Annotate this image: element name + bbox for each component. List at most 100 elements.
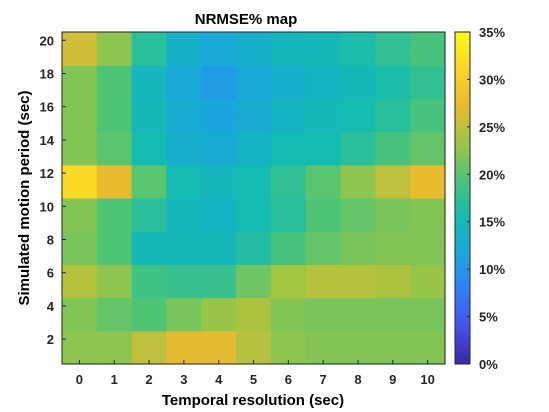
heatmap-cell: [305, 48, 342, 66]
heatmap-cell: [131, 148, 168, 166]
x-tick-label: 3: [180, 372, 187, 387]
heatmap-cell: [236, 32, 272, 50]
heatmap-cell: [166, 214, 202, 232]
heatmap-cells: [62, 32, 446, 365]
heatmap-cell: [270, 347, 307, 365]
x-tick-label: 1: [111, 372, 118, 387]
heatmap-cell: [270, 131, 307, 149]
heatmap-cell: [201, 347, 237, 365]
heatmap-cell: [340, 164, 376, 182]
heatmap-cell: [375, 32, 411, 50]
heatmap-cell: [201, 32, 237, 50]
heatmap-cell: [375, 131, 411, 149]
heatmap-cell: [96, 264, 133, 282]
heatmap-cell: [131, 264, 168, 282]
y-tick-label: 20: [40, 33, 54, 48]
heatmap-cell: [201, 148, 237, 166]
heatmap-cell: [96, 214, 133, 232]
x-tick-label: 4: [215, 372, 223, 387]
heatmap-cell: [305, 198, 342, 216]
heatmap-cell: [131, 247, 168, 265]
heatmap-cell: [410, 148, 446, 166]
colorbar-tick-label: 0%: [479, 357, 498, 372]
heatmap-cell: [410, 347, 446, 365]
heatmap-cell: [410, 131, 446, 149]
heatmap-cell: [62, 148, 98, 166]
heatmap-cell: [166, 264, 202, 282]
heatmap-cell: [201, 65, 237, 83]
heatmap-cell: [236, 131, 272, 149]
heatmap-cell: [62, 247, 98, 265]
heatmap-cell: [131, 231, 168, 249]
heatmap-cell: [410, 65, 446, 83]
heatmap-cell: [305, 131, 342, 149]
heatmap-cell: [270, 198, 307, 216]
heatmap-cell: [166, 347, 202, 365]
y-tick-label: 6: [47, 266, 54, 281]
heatmap-cell: [201, 198, 237, 216]
heatmap-cell: [62, 131, 98, 149]
heatmap-cell: [270, 181, 307, 199]
heatmap-cell: [131, 330, 168, 348]
heatmap-cell: [270, 231, 307, 249]
heatmap-cell: [96, 32, 133, 50]
heatmap-cell: [201, 131, 237, 149]
heatmap-cell: [131, 32, 168, 50]
heatmap-cell: [131, 131, 168, 149]
y-tick-label: 4: [47, 299, 55, 314]
heatmap-cell: [305, 32, 342, 50]
heatmap-cell: [375, 198, 411, 216]
heatmap-cell: [340, 297, 376, 315]
heatmap-cell: [166, 198, 202, 216]
heatmap-cell: [62, 81, 98, 99]
heatmap-cell: [166, 181, 202, 199]
heatmap-cell: [375, 231, 411, 249]
heatmap-cell: [96, 148, 133, 166]
heatmap-cell: [131, 65, 168, 83]
heatmap-cell: [410, 164, 446, 182]
heatmap-cell: [410, 115, 446, 133]
heatmap-cell: [201, 164, 237, 182]
heatmap-cell: [375, 281, 411, 299]
heatmap-cell: [131, 281, 168, 299]
heatmap-cell: [62, 231, 98, 249]
heatmap-cell: [166, 281, 202, 299]
heatmap-cell: [166, 247, 202, 265]
heatmap-cell: [410, 247, 446, 265]
heatmap-cell: [340, 247, 376, 265]
colorbar-ticks: 0% 5% 10% 15% 20% 25% 30% 35%: [467, 25, 505, 372]
heatmap-cell: [270, 164, 307, 182]
heatmap-cell: [236, 198, 272, 216]
heatmap-cell: [201, 297, 237, 315]
x-tick-label: 6: [285, 372, 292, 387]
heatmap-cell: [166, 131, 202, 149]
heatmap-cell: [236, 347, 272, 365]
heatmap-cell: [375, 330, 411, 348]
heatmap-cell: [375, 314, 411, 332]
heatmap-cell: [62, 297, 98, 315]
heatmap-cell: [410, 264, 446, 282]
heatmap-cell: [410, 98, 446, 116]
heatmap-cell: [131, 347, 168, 365]
heatmap-cell: [201, 314, 237, 332]
x-tick-label: 7: [320, 372, 327, 387]
heatmap-cell: [131, 115, 168, 133]
heatmap-cell: [340, 65, 376, 83]
heatmap-cell: [96, 48, 133, 66]
heatmap-cell: [410, 330, 446, 348]
heatmap-cell: [131, 48, 168, 66]
heatmap-cell: [131, 181, 168, 199]
heatmap-cell: [131, 81, 168, 99]
heatmap-cell: [375, 264, 411, 282]
heatmap-cell: [201, 98, 237, 116]
heatmap-cell: [375, 181, 411, 199]
heatmap-cell: [410, 81, 446, 99]
heatmap-cell: [340, 32, 376, 50]
heatmap-cell: [201, 214, 237, 232]
y-axis-ticks: 2 4 6 8 10 12 14 16 18 20: [40, 33, 66, 347]
heatmap-cell: [62, 32, 98, 50]
heatmap-cell: [305, 81, 342, 99]
heatmap-cell: [62, 264, 98, 282]
heatmap-cell: [62, 198, 98, 216]
heatmap-cell: [201, 264, 237, 282]
